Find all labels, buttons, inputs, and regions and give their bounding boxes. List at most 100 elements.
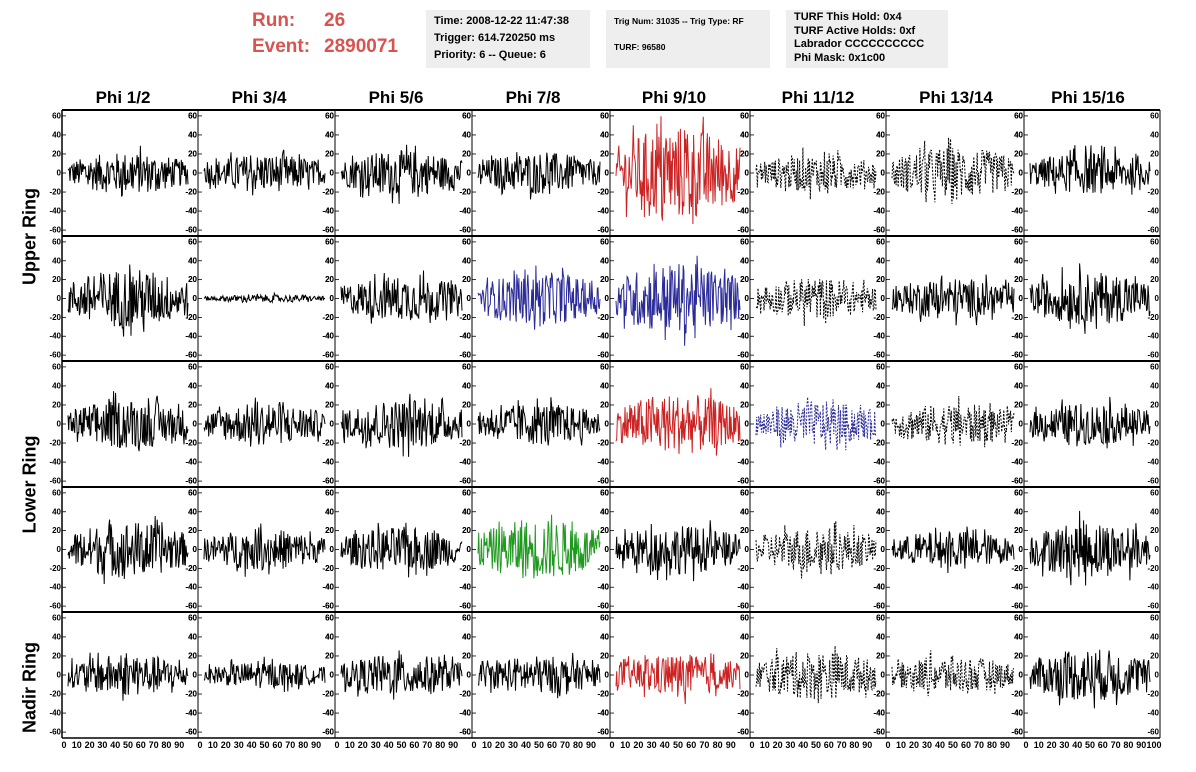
y-tick-label: 20 — [188, 400, 197, 409]
y-tick-label: -40 — [1011, 709, 1023, 718]
x-tick-label: 80 — [298, 740, 308, 750]
y-tick-label-right: 20 — [876, 149, 885, 158]
y-tick-label-right: -20 — [322, 564, 334, 573]
y-tick-label: -40 — [873, 332, 885, 341]
y-tick-label: 0 — [57, 294, 62, 303]
y-tick-label-right: -60 — [737, 728, 749, 737]
y-tick-label: 20 — [876, 651, 885, 660]
y-tick-label: 40 — [740, 632, 749, 641]
y-tick-label-right: 60 — [600, 488, 609, 497]
y-tick-label-right: 60 — [462, 237, 471, 246]
y-tick-label: 60 — [52, 362, 61, 371]
y-tick-label-right: -60 — [322, 351, 334, 360]
y-tick-label: 40 — [1014, 381, 1023, 390]
x-tick-label: 60 — [961, 740, 971, 750]
y-tick-label-right: 20 — [1014, 651, 1023, 660]
y-tick-label: -40 — [459, 207, 471, 216]
x-tick-label: 30 — [234, 740, 244, 750]
x-tick-label: 60 — [547, 740, 557, 750]
y-tick-label-right: -20 — [322, 439, 334, 448]
y-tick-label-right: 60 — [740, 488, 749, 497]
y-tick-label-right: 40 — [325, 632, 334, 641]
y-tick-label: 60 — [740, 488, 749, 497]
y-tick-label-right: -40 — [1147, 332, 1159, 341]
y-tick-label: -20 — [322, 439, 334, 448]
y-tick-label-right: 40 — [740, 507, 749, 516]
waveform-trace — [755, 397, 877, 451]
y-tick-label-right: 0 — [605, 169, 610, 178]
x-tick-label: 90 — [174, 740, 184, 750]
y-tick-label: 40 — [600, 256, 609, 265]
phi-column-label: Phi 9/10 — [641, 88, 707, 107]
waveform-trace — [67, 515, 189, 585]
y-tick-label: 0 — [745, 294, 750, 303]
x-tick-label: 0 — [61, 740, 66, 750]
y-tick-label-right: 60 — [325, 111, 334, 120]
y-tick-label-right: -60 — [1147, 351, 1159, 360]
y-tick-label: 20 — [52, 275, 61, 284]
y-tick-label-right: -40 — [597, 458, 609, 467]
y-tick-label-right: -60 — [873, 728, 885, 737]
x-tick-label: 40 — [247, 740, 257, 750]
y-tick-label: -40 — [597, 458, 609, 467]
x-tick-label: 90 — [1000, 740, 1010, 750]
y-tick-label-right: 0 — [1155, 169, 1160, 178]
waveform-trace — [891, 274, 1015, 326]
waveform-trace — [615, 653, 741, 705]
y-tick-label-right: -40 — [597, 583, 609, 592]
y-tick-label-right: -40 — [1147, 709, 1159, 718]
y-tick-label: -60 — [597, 351, 609, 360]
y-tick-label: 60 — [325, 362, 334, 371]
y-tick-label-right: 40 — [1150, 507, 1159, 516]
y-tick-label-right: 20 — [188, 400, 197, 409]
y-tick-label-right: 0 — [330, 671, 335, 680]
y-tick-label: -60 — [737, 477, 749, 486]
y-tick-label-right: -40 — [185, 583, 197, 592]
y-tick-label-right: -20 — [322, 690, 334, 699]
waveform-trace — [891, 526, 1015, 574]
y-tick-label: -60 — [185, 226, 197, 235]
y-tick-label-right: -60 — [597, 728, 609, 737]
y-tick-label: 40 — [740, 256, 749, 265]
y-tick-label-right: -40 — [873, 332, 885, 341]
y-tick-label-right: -60 — [322, 602, 334, 611]
y-tick-label-right: -40 — [737, 458, 749, 467]
y-tick-label-right: -40 — [185, 709, 197, 718]
y-tick-label-right: -40 — [737, 207, 749, 216]
y-tick-label: 60 — [52, 613, 61, 622]
y-tick-label-right: -20 — [873, 439, 885, 448]
y-tick-label-right: 60 — [1014, 237, 1023, 246]
waveform-trace — [615, 116, 741, 225]
y-tick-label-right: 0 — [467, 420, 472, 429]
y-tick-label: 0 — [1019, 294, 1024, 303]
y-tick-label: -60 — [873, 351, 885, 360]
y-tick-label: 0 — [57, 169, 62, 178]
y-tick-label-right: 40 — [600, 632, 609, 641]
x-tick-label: 60 — [272, 740, 282, 750]
y-tick-label: 20 — [52, 651, 61, 660]
y-tick-label-right: 60 — [188, 237, 197, 246]
y-tick-label-right: 40 — [600, 381, 609, 390]
waveform-trace — [67, 652, 189, 701]
y-tick-label: 40 — [876, 130, 885, 139]
y-tick-label-right: 40 — [188, 130, 197, 139]
y-tick-label-right: 0 — [745, 420, 750, 429]
y-tick-label: -20 — [49, 690, 61, 699]
y-tick-label: -20 — [459, 188, 471, 197]
y-tick-label: -20 — [1011, 690, 1023, 699]
waveform-trace — [755, 645, 877, 704]
y-tick-label-right: -20 — [873, 188, 885, 197]
y-tick-label-right: 0 — [1019, 545, 1024, 554]
y-tick-label-right: 60 — [876, 362, 885, 371]
y-tick-label-right: 20 — [188, 149, 197, 158]
y-tick-label: 20 — [52, 149, 61, 158]
y-tick-label-right: 40 — [188, 632, 197, 641]
y-tick-label-right: 20 — [1014, 526, 1023, 535]
y-tick-label: 20 — [462, 149, 471, 158]
y-tick-label-right: 20 — [740, 400, 749, 409]
y-tick-label: 40 — [52, 507, 61, 516]
y-tick-label-right: -40 — [1147, 207, 1159, 216]
y-tick-label: 60 — [325, 111, 334, 120]
y-tick-label-right: 20 — [462, 149, 471, 158]
y-tick-label: 60 — [876, 237, 885, 246]
